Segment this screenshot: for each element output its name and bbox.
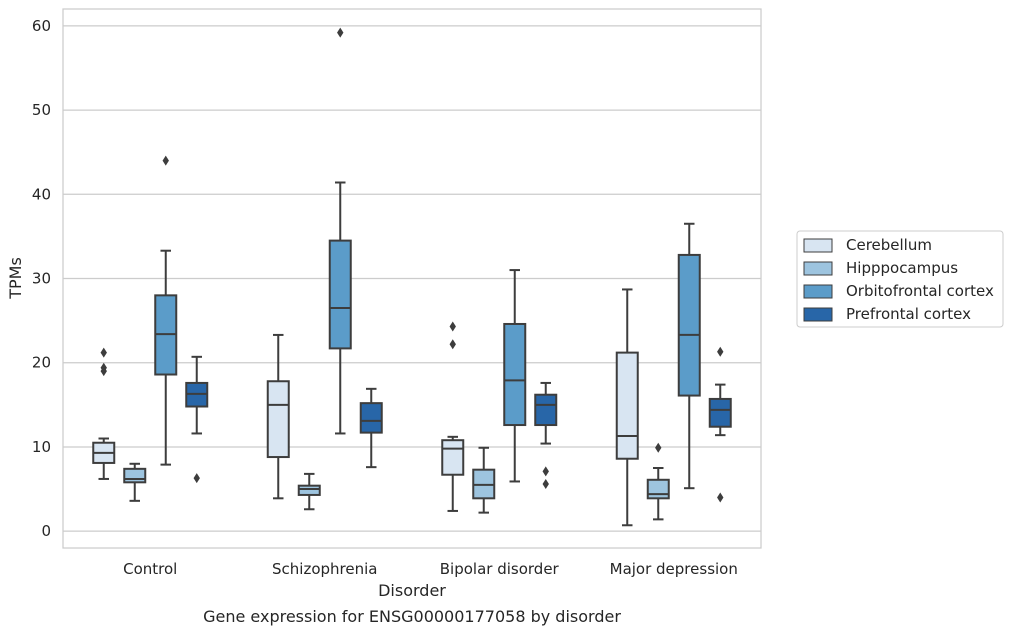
series-group	[92, 288, 639, 527]
legend-label: Hipppocampus	[846, 259, 958, 277]
x-tick-label: Control	[123, 560, 177, 578]
iqr-box	[123, 467, 147, 484]
iqr-box	[503, 322, 527, 427]
series-group	[185, 346, 732, 503]
plot-frame	[62, 8, 762, 549]
series-group	[123, 442, 670, 521]
outlier-point	[100, 347, 107, 358]
x-tick-label: Schizophrenia	[272, 560, 377, 578]
y-gridlines	[63, 25, 761, 532]
y-tick-label: 50	[32, 101, 51, 119]
outlier-point	[449, 339, 456, 350]
outlier-point	[655, 442, 662, 453]
outlier-point	[717, 346, 724, 357]
x-tick-label: Major depression	[610, 560, 738, 578]
legend: Cerebellum Hipppocampus Orbitofrontal cort…	[796, 230, 1004, 328]
iqr-box	[297, 484, 321, 496]
box	[708, 346, 732, 503]
box	[534, 381, 558, 489]
x-tick-labels: Control Schizophrenia Bipolar disorder Majo…	[123, 560, 738, 578]
iqr-box	[677, 253, 701, 397]
box	[503, 269, 527, 483]
legend-label: Orbitofrontal cortex	[846, 282, 994, 300]
legend-frame	[796, 230, 1004, 328]
box-series	[92, 27, 732, 527]
box	[359, 387, 383, 469]
y-tick-label: 0	[41, 522, 51, 540]
outlier-point	[337, 27, 344, 38]
outlier-point	[100, 362, 107, 373]
figure-caption: Gene expression for ENSG00000177058 by d…	[203, 607, 621, 626]
box	[677, 222, 701, 490]
box	[92, 347, 116, 480]
iqr-box	[615, 351, 639, 460]
box	[615, 288, 639, 527]
box	[441, 321, 465, 512]
legend-swatch	[803, 307, 833, 322]
iqr-box	[708, 397, 732, 428]
y-tick-label: 20	[32, 354, 51, 372]
legend-swatch	[803, 284, 833, 299]
box	[328, 27, 352, 435]
box	[297, 472, 321, 511]
box	[154, 155, 178, 466]
iqr-box	[646, 478, 670, 500]
box	[646, 442, 670, 521]
outlier-point	[449, 321, 456, 332]
outlier-point	[542, 466, 549, 477]
iqr-box	[266, 380, 290, 459]
iqr-box	[441, 439, 465, 476]
outlier-point	[542, 478, 549, 489]
iqr-box	[328, 239, 352, 350]
y-tick-label: 60	[32, 17, 51, 35]
box	[185, 355, 209, 484]
x-tick-label: Bipolar disorder	[440, 560, 560, 578]
box	[472, 446, 496, 514]
legend-swatch	[803, 261, 833, 276]
legend-label: Prefrontal cortex	[846, 305, 971, 323]
outlier-point	[162, 155, 169, 166]
iqr-box	[534, 393, 558, 427]
y-axis-title: TPMs	[6, 257, 25, 300]
legend-label: Cerebellum	[846, 236, 932, 254]
legend-swatch	[803, 238, 833, 253]
outlier-point	[717, 492, 724, 503]
y-tick-label: 30	[32, 270, 51, 288]
y-tick-label: 40	[32, 185, 51, 203]
outlier-point	[193, 473, 200, 484]
x-axis-title: Disorder	[378, 581, 446, 600]
series-group	[154, 27, 701, 490]
box	[123, 462, 147, 502]
y-tick-labels: 0 10 20 30 40 50 60	[32, 17, 51, 540]
iqr-box	[359, 402, 383, 434]
box	[266, 333, 290, 500]
y-tick-label: 10	[32, 438, 51, 456]
